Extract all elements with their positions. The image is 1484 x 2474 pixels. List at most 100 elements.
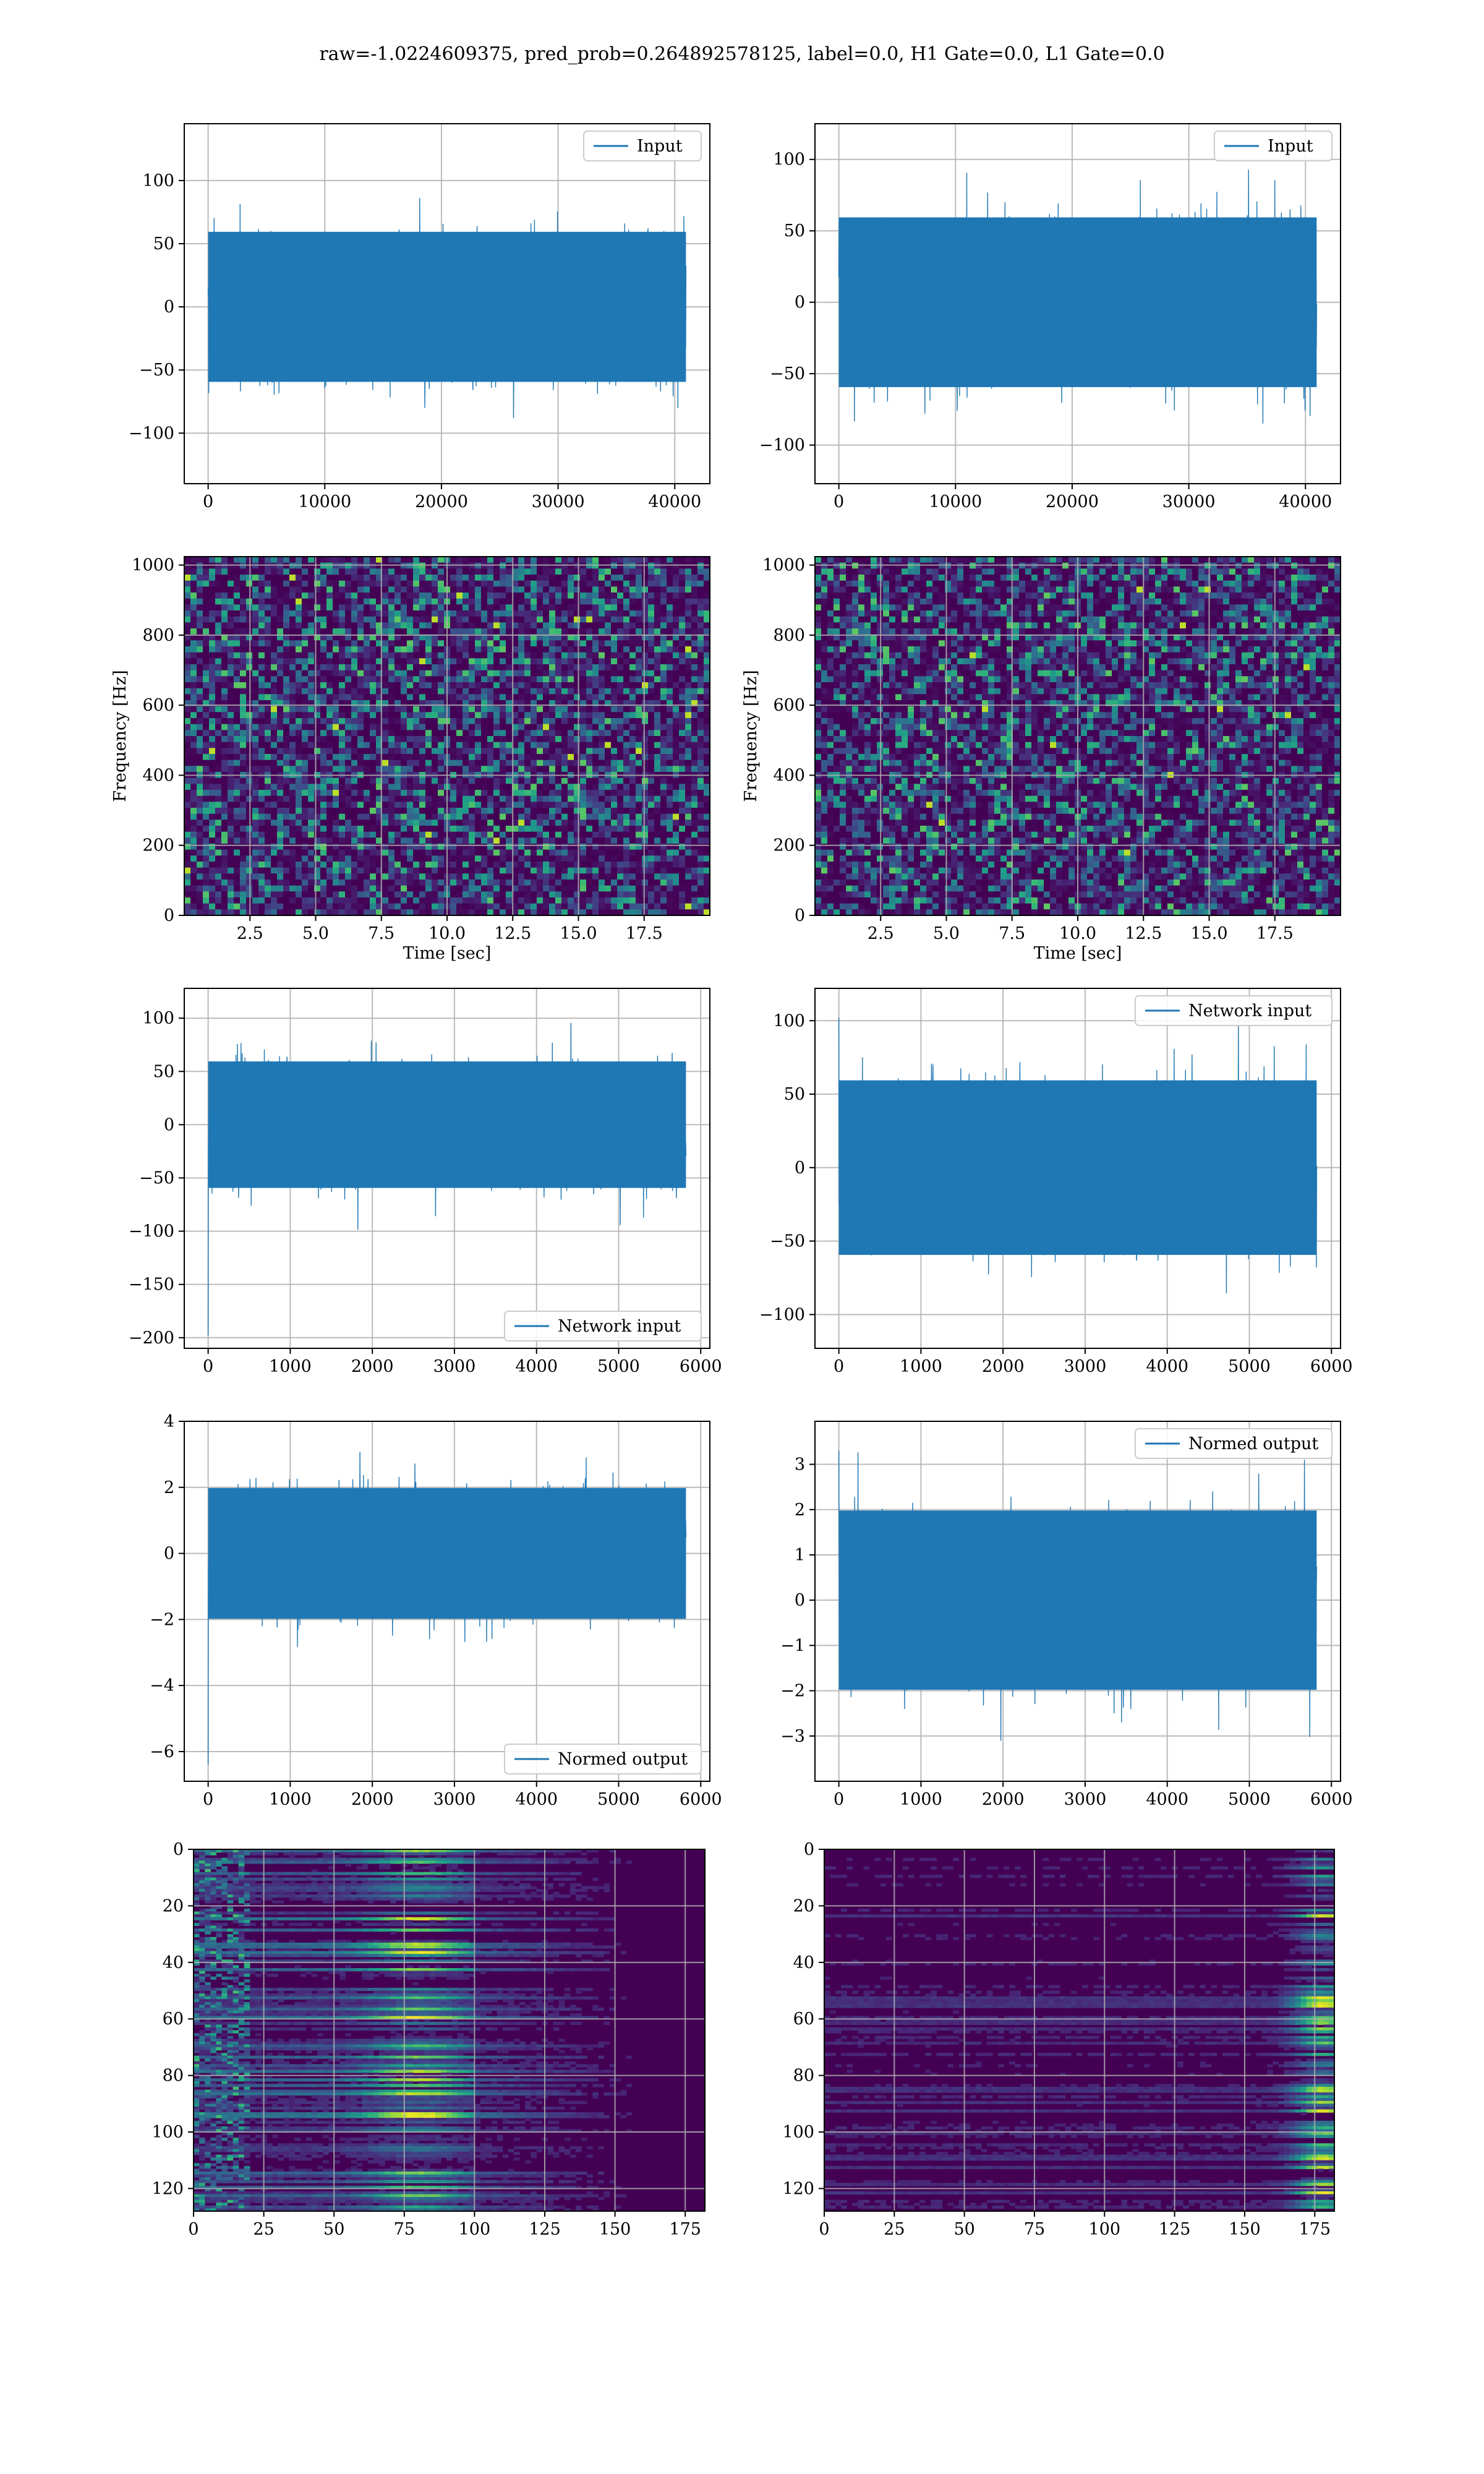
spectrogram-cell [425, 640, 432, 647]
spectrogram-cell [512, 844, 519, 850]
spectrogram-cell [660, 724, 667, 730]
spectrogram-cell [673, 718, 680, 725]
spectrogram-cell [673, 862, 680, 868]
spectrogram-cell [190, 575, 197, 581]
spectrogram-cell [320, 700, 327, 707]
spectrogram-cell [531, 867, 537, 874]
spectrogram-cell [228, 802, 234, 808]
spectrogram-cell [407, 557, 414, 563]
spectrogram-cell [636, 790, 642, 797]
spectrogram-cell [518, 598, 525, 605]
spectrogram-cell [376, 813, 383, 820]
spectrogram-cell [438, 831, 445, 838]
spectrogram-cell [190, 634, 197, 641]
spectrogram-cell [660, 795, 667, 802]
spectrogram-cell [382, 837, 389, 844]
spectrogram-cell [364, 885, 370, 892]
spectrogram-cell [660, 616, 667, 623]
spectrogram-cell [388, 880, 395, 886]
spectrogram-cell [209, 777, 216, 784]
x-tick-label: 0 [834, 492, 844, 511]
spectrogram-cell [277, 754, 284, 761]
spectrogram-cell [258, 766, 265, 773]
spectrogram-cell [370, 616, 377, 623]
spectrogram-cell [320, 873, 327, 880]
spectrogram-cell [543, 694, 550, 701]
spectrogram-cell [605, 706, 612, 713]
spectrogram-cell [413, 790, 420, 797]
spectrogram-cell [376, 634, 383, 641]
spectrogram-cell [605, 598, 612, 605]
spectrogram-cell [184, 622, 191, 629]
spectrogram-cell [493, 837, 500, 844]
spectrogram-cell [333, 849, 339, 856]
spectrogram-cell [289, 622, 296, 629]
spectrogram-cell [357, 831, 364, 838]
spectrogram-cell [296, 820, 302, 826]
spectrogram-cell [364, 718, 370, 725]
spectrogram-cell [190, 712, 197, 719]
spectrogram-cell [234, 718, 241, 725]
spectrogram-cell [518, 831, 525, 838]
spectrogram-cell [413, 802, 420, 808]
spectrogram-cell [456, 628, 463, 635]
spectrogram-cell [555, 586, 562, 593]
spectrogram-cell [394, 837, 401, 844]
spectrogram-cell [228, 557, 234, 563]
spectrogram-cell [617, 580, 624, 587]
spectrogram-cell [500, 557, 506, 563]
spectrogram-cell [463, 742, 469, 748]
spectrogram-cell [629, 909, 636, 916]
spectrogram-cell [296, 808, 302, 815]
spectrogram-cell [500, 580, 506, 587]
spectrogram-cell [518, 754, 525, 761]
spectrogram-cell [376, 808, 383, 815]
spectrogram-cell [190, 706, 197, 713]
spectrogram-cell [401, 885, 407, 892]
spectrogram-cell [221, 777, 228, 784]
spectrogram-cell [561, 724, 568, 730]
spectrogram-cell [221, 700, 228, 707]
spectrogram-cell [487, 640, 494, 647]
spectrogram-cell [617, 790, 624, 797]
spectrogram-cell [308, 694, 315, 701]
spectrogram-cell [475, 724, 482, 730]
spectrogram-cell [351, 718, 358, 725]
spectrogram-cell [302, 855, 309, 862]
spectrogram-cell [555, 634, 562, 641]
spectrogram-cell [296, 760, 302, 766]
spectrogram-cell [413, 718, 420, 725]
spectrogram-cell [642, 568, 649, 575]
spectrogram-cell [364, 808, 370, 815]
spectrogram-cell [413, 742, 420, 748]
spectrogram-cell [203, 766, 210, 773]
spectrogram-cell [339, 712, 346, 719]
spectrogram-cell [370, 784, 377, 790]
spectrogram-cell [512, 694, 519, 701]
spectrogram-cell [660, 885, 667, 892]
spectrogram-cell [265, 873, 271, 880]
spectrogram-cell [265, 831, 271, 838]
spectrogram-cell [475, 784, 482, 790]
spectrogram-cell [296, 628, 302, 635]
spectrogram-cell [636, 700, 642, 707]
spectrogram-cell [357, 742, 364, 748]
spectrogram-cell [679, 610, 686, 617]
spectrogram-cell [617, 802, 624, 808]
spectrogram-cell [265, 813, 271, 820]
spectrogram-cell [654, 586, 661, 593]
spectrogram-cell [388, 844, 395, 850]
spectrogram-cell [592, 813, 599, 820]
spectrogram-cell [320, 867, 327, 874]
spectrogram-cell [660, 688, 667, 695]
spectrogram-cell [240, 610, 247, 617]
spectrogram-cell [685, 885, 692, 892]
spectrogram-cell [667, 880, 673, 886]
spectrogram-cell [617, 909, 624, 916]
spectrogram-cell [654, 784, 661, 790]
spectrogram-cell [302, 808, 309, 815]
spectrogram-cell [203, 724, 210, 730]
spectrogram-cell [549, 831, 556, 838]
spectrogram-cell [364, 628, 370, 635]
spectrogram-cell [190, 897, 197, 904]
